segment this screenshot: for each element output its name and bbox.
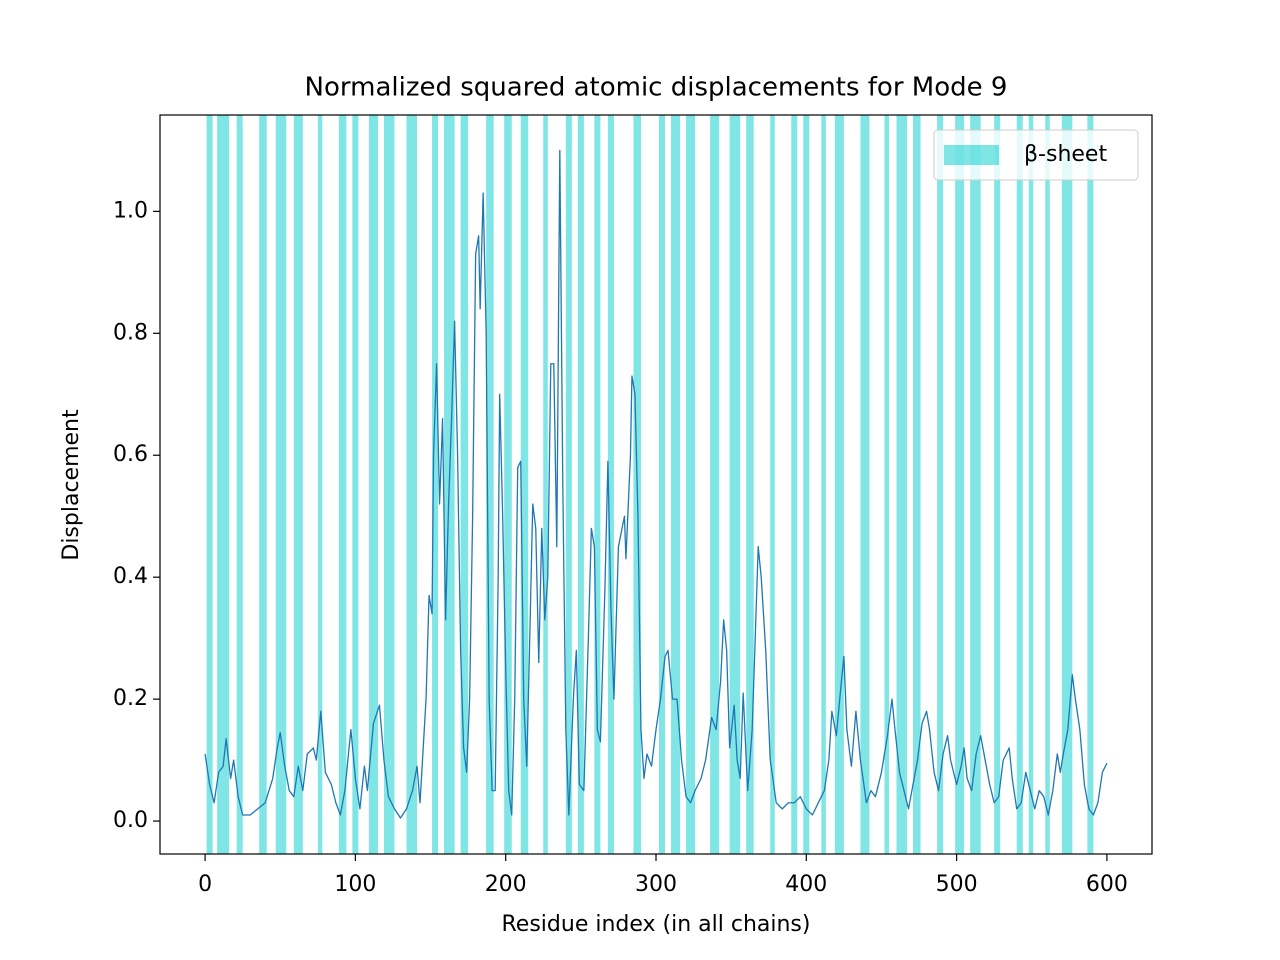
- x-tick-label: 300: [635, 872, 677, 897]
- span: [1028, 115, 1034, 854]
- x-tick-label: 500: [936, 872, 978, 897]
- span: [1045, 115, 1050, 854]
- span: [955, 115, 965, 854]
- span: [275, 115, 287, 854]
- y-tick-label: 1.0: [113, 198, 148, 223]
- span: [217, 115, 230, 854]
- span: [607, 115, 614, 854]
- y-axis-label: Displacement: [59, 409, 84, 561]
- span: [520, 115, 529, 854]
- y-tick-label: 0.0: [113, 808, 148, 833]
- span: [896, 115, 908, 854]
- x-tick-label: 100: [334, 872, 376, 897]
- span: [565, 115, 572, 854]
- span: [860, 115, 870, 854]
- y-tick-label: 0.6: [113, 442, 148, 467]
- span: [338, 115, 347, 854]
- span: [686, 115, 696, 854]
- span: [821, 115, 826, 854]
- x-tick-label: 600: [1086, 872, 1128, 897]
- x-tick-label: 200: [485, 872, 527, 897]
- span: [504, 115, 512, 854]
- span: [594, 115, 601, 854]
- span: [671, 115, 681, 854]
- span: [1087, 115, 1094, 854]
- span: [460, 115, 469, 854]
- span: [486, 115, 494, 854]
- span: [937, 115, 944, 854]
- span: [352, 115, 359, 854]
- span: [884, 115, 889, 854]
- legend-swatch: [944, 145, 999, 165]
- span: [368, 115, 378, 854]
- span: [746, 115, 754, 854]
- span: [543, 115, 548, 854]
- y-tick-label: 0.2: [113, 686, 148, 711]
- y-tick-label: 0.4: [113, 564, 148, 589]
- span: [770, 115, 775, 854]
- span: [913, 115, 921, 854]
- data-line: [204, 149, 1108, 819]
- span: [834, 115, 844, 854]
- span: [406, 115, 418, 854]
- span: [729, 115, 741, 854]
- x-tick-label: 0: [198, 872, 212, 897]
- legend-box: [933, 129, 1139, 181]
- span: [317, 115, 323, 854]
- span: [293, 115, 303, 854]
- x-axis-label: Residue index (in all chains): [502, 912, 811, 937]
- legend-label: β-sheet: [1024, 142, 1107, 167]
- span: [803, 115, 810, 854]
- span: [1016, 115, 1023, 854]
- y-tick-label: 0.8: [113, 320, 148, 345]
- span: [1061, 115, 1073, 854]
- span: [259, 115, 267, 854]
- span: [994, 115, 1001, 854]
- span: [236, 115, 243, 854]
- span: [970, 115, 981, 854]
- span: [206, 115, 213, 854]
- span: [659, 115, 666, 854]
- span: [432, 115, 439, 854]
- span: [577, 115, 584, 854]
- chart-title: Normalized squared atomic displacements …: [305, 73, 1008, 103]
- span: [710, 115, 720, 854]
- span: [383, 115, 395, 854]
- x-tick-label: 400: [785, 872, 827, 897]
- span: [791, 115, 798, 854]
